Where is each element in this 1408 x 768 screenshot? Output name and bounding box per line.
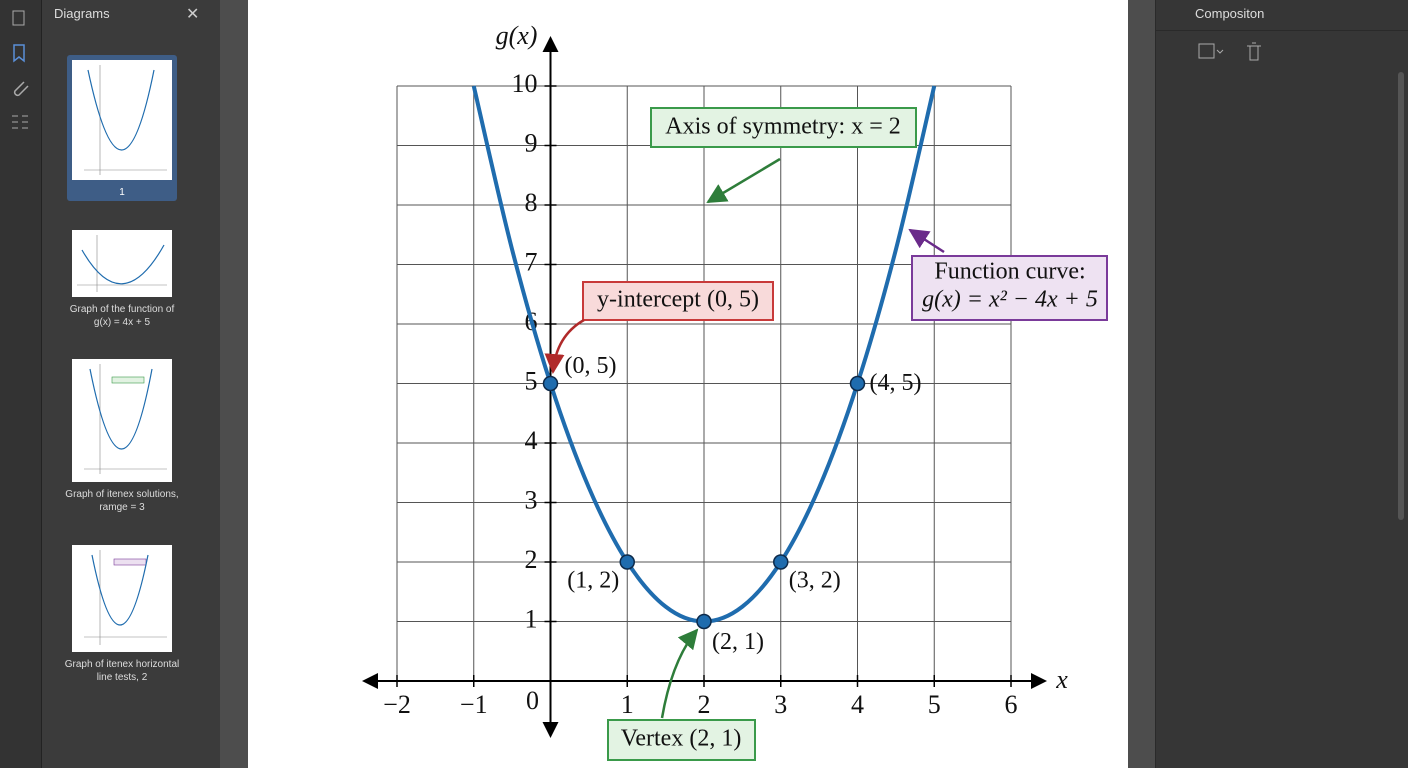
divider [1156,30,1408,31]
annotation: Function curve: [934,259,1085,285]
data-point [849,375,866,392]
annotation-arrow [660,628,699,719]
y-tick-label: 4 [525,426,538,455]
annotation-box [650,107,917,148]
y-tick-label: 8 [525,188,538,217]
list-icon[interactable] [1198,43,1215,59]
thumbnail[interactable] [72,230,172,297]
toolbar [1198,42,1261,61]
y-tick-label: 3 [525,485,538,514]
close-button[interactable]: ✕ [186,6,200,23]
y-tick-label: 2 [525,545,538,574]
annotation-arrow [706,157,781,204]
thumbnail-caption: 1 [119,187,125,198]
annotation-arrow [908,228,945,254]
x-tick-label: 5 [928,690,941,719]
panel-title: Diagrams [54,6,110,21]
annotation: Vertex (2, 1) [621,726,742,752]
thumbnail-caption: Graph of itenex solutions, ramge = 3 [65,489,179,513]
x-tick-label: 2 [698,690,711,719]
x-tick-label: 6 [1005,690,1018,719]
thumbnail[interactable] [72,60,172,180]
x-tick-label: 4 [851,690,864,719]
point-label: (2, 1) [712,629,764,655]
y-tick-label: 5 [525,366,538,395]
thumbnail[interactable] [72,545,172,652]
strip-icons [12,10,29,129]
panel-title: Compositon [1195,6,1265,21]
bookmark-icon[interactable] [13,44,25,63]
x-tick-label: 0 [526,686,539,715]
annotation: y-intercept (0, 5) [597,287,759,313]
data-point [619,554,635,570]
thumbnail[interactable] [72,359,172,482]
delete-icon[interactable] [1247,42,1261,61]
pages-icon[interactable] [12,10,25,26]
dropdown-icon[interactable] [1216,49,1224,54]
y-axis-label: g(x) [496,21,538,50]
scrollbar[interactable] [1398,72,1404,520]
point-label: (0, 5) [565,353,617,379]
point-label: (1, 2) [567,568,619,594]
x-axis-label: x [1055,665,1068,694]
data-point [696,613,712,630]
annotation-arrow [544,318,585,374]
annotation-box [607,719,756,761]
x-tick-label: −2 [383,690,411,719]
layers-icon[interactable] [12,115,28,129]
thumbnail-caption: Graph of the function of g(x) = 4x + 5 [69,304,175,328]
thumbnail-caption: Graph of itenex horizontal line tests, 2 [64,659,180,683]
x-tick-label: −1 [460,690,488,719]
annotation: g(x) = x² − 4x + 5 [922,287,1098,313]
x-tick-label: 1 [621,690,634,719]
composition-panel: Compositon [1155,0,1408,768]
y-tick-label: 9 [525,128,538,157]
diagrams-panel: Diagrams ✕ 1 Graph of the function of g(… [42,0,220,768]
point-label: (4, 5) [870,370,922,396]
annotation: Axis of symmetry: x = 2 [665,114,901,140]
y-tick-label: 1 [525,604,538,633]
y-tick-label: 10 [512,69,538,98]
icon-strip [0,0,42,768]
y-tick-label: 7 [525,247,538,276]
annotation-box [911,255,1108,321]
data-point [773,554,789,570]
attachment-icon[interactable] [13,81,29,97]
annotation-box [582,281,774,321]
point-label: (3, 2) [789,568,841,594]
x-tick-label: 3 [774,690,787,719]
data-point [542,375,559,392]
